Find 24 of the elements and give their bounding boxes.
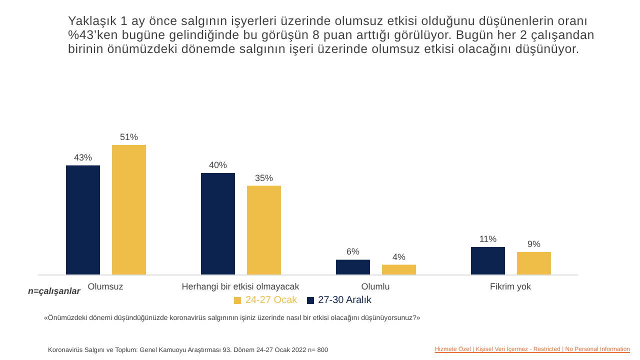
- x-tick-label: Olumlu: [361, 281, 390, 292]
- text: n=çalışanlar: [28, 286, 80, 296]
- legend-label: 24-27 Ocak: [245, 295, 298, 306]
- data-label: 4%: [392, 252, 406, 262]
- bar: [66, 165, 100, 275]
- data-label: 35%: [254, 172, 274, 183]
- data-label: 43%: [74, 152, 92, 162]
- data-label: 51%: [120, 132, 138, 142]
- bar: [471, 246, 505, 275]
- data-label: 9%: [527, 239, 541, 250]
- data-label: 40%: [208, 160, 228, 170]
- data-label: 6%: [346, 246, 360, 257]
- chart-title: Yaklaşık 1 ay önce salgının işyerleri üzerinde olumsuz etkisi olduğunu düşünenlerin oranı %43’ken bugüne gelindiğinde bu görüşün 8 puan arttığı görülüyor. Bugün her 2 çalışandan birinin önümüzdeki dönemde salgının işeri üzerinde olumsuz etkisi olacağını düşünüyor.: [68, 14, 596, 56]
- legend-label: 27-30 Aralık: [318, 295, 372, 306]
- x-tick-label: Olumsuz: [88, 281, 124, 292]
- bar: [382, 264, 416, 275]
- bar: [247, 186, 281, 275]
- bar: [517, 252, 551, 275]
- data-label: 11%: [479, 234, 497, 244]
- bar: [336, 260, 370, 275]
- x-tick-label: Fikrim yok: [490, 281, 532, 292]
- bar: [112, 145, 146, 275]
- bar: [201, 173, 235, 275]
- x-tick-label: Herhangi bir etkisi olmayacak: [182, 281, 300, 292]
